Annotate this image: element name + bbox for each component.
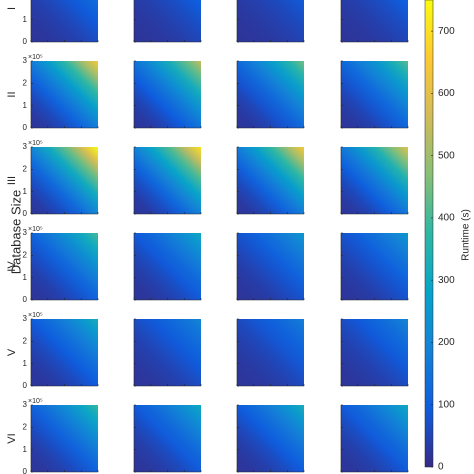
y-axis-label: Database Size xyxy=(8,190,23,275)
heatmap-panel xyxy=(237,0,304,42)
y-tick-label: 3 xyxy=(23,228,28,237)
colorbar-tick-label: 400 xyxy=(438,213,455,224)
y-tick-label: 2 xyxy=(23,0,28,1)
exponent-label: ×10⁵ xyxy=(28,312,43,319)
colorbar-tick-label: 200 xyxy=(438,337,455,348)
exponent-label: ×10⁵ xyxy=(28,140,43,147)
y-tick-label: 1 xyxy=(23,273,28,282)
colorbar-label: Runtime (s) xyxy=(461,209,472,261)
y-tick-label: 0 xyxy=(23,381,28,390)
colorbar-tick-label: 700 xyxy=(438,26,455,37)
heatmap-panel xyxy=(341,405,408,472)
y-tick-label: 2 xyxy=(23,250,28,259)
heatmap-panel xyxy=(134,405,201,472)
colorbar xyxy=(424,0,434,468)
heatmap-panel xyxy=(31,233,98,300)
y-tick-label: 2 xyxy=(23,164,28,173)
heatmap-panel xyxy=(237,319,304,386)
exponent-label: ×10⁵ xyxy=(28,398,43,405)
y-tick-label: 1 xyxy=(23,187,28,196)
y-tick-label: 3 xyxy=(23,142,28,151)
heatmap-panel xyxy=(237,61,304,128)
heatmap-panel xyxy=(237,405,304,472)
y-tick-label: 3 xyxy=(23,314,28,323)
colorbar-tick-label: 100 xyxy=(438,399,455,410)
y-tick-label: 0 xyxy=(23,295,28,304)
row-label: III xyxy=(6,176,18,185)
y-tick-label: 3 xyxy=(23,400,28,409)
y-tick-label: 0 xyxy=(23,467,28,474)
heatmap-panel xyxy=(134,147,201,214)
colorbar-tick-label: 300 xyxy=(438,275,455,286)
colorbar-tick-label: 0 xyxy=(438,462,444,473)
y-tick-label: 1 xyxy=(23,15,28,24)
heatmap-panel xyxy=(341,61,408,128)
row-label: I xyxy=(6,7,18,10)
heatmap-panel xyxy=(341,319,408,386)
y-tick-label: 1 xyxy=(23,359,28,368)
y-tick-label: 0 xyxy=(23,123,28,132)
heatmap-panel xyxy=(134,61,201,128)
y-tick-label: 0 xyxy=(23,37,28,46)
y-tick-label: 2 xyxy=(23,78,28,87)
y-tick-label: 0 xyxy=(23,209,28,218)
row-label: IV xyxy=(6,261,18,272)
y-tick-label: 1 xyxy=(23,101,28,110)
heatmap-panel xyxy=(134,0,201,42)
heatmap-panel xyxy=(341,0,408,42)
heatmap-panel xyxy=(31,319,98,386)
colorbar-tick-label: 500 xyxy=(438,150,455,161)
y-tick-label: 1 xyxy=(23,445,28,454)
heatmap-panel xyxy=(237,233,304,300)
y-tick-label: 3 xyxy=(23,56,28,65)
heatmap-panel xyxy=(31,0,98,42)
exponent-label: ×10⁵ xyxy=(28,226,43,233)
row-label: VI xyxy=(6,433,18,443)
y-tick-label: 2 xyxy=(23,336,28,345)
row-label: II xyxy=(6,91,18,97)
heatmap-panel xyxy=(134,233,201,300)
heatmap-panel xyxy=(341,147,408,214)
heatmap-panel xyxy=(341,233,408,300)
exponent-label: ×10⁵ xyxy=(28,54,43,61)
heatmap-panel xyxy=(237,147,304,214)
row-label: V xyxy=(6,348,18,356)
heatmap-panel xyxy=(134,319,201,386)
y-tick-label: 2 xyxy=(23,422,28,431)
heatmap-panel xyxy=(31,147,98,214)
heatmap-panel xyxy=(31,405,98,472)
heatmap-panel xyxy=(31,61,98,128)
colorbar-tick-label: 600 xyxy=(438,88,455,99)
